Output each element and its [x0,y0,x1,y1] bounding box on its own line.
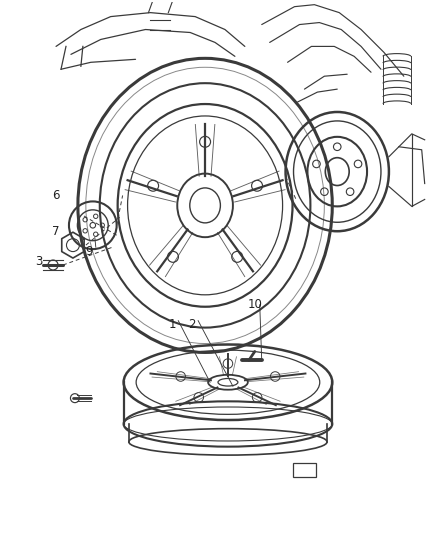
Text: 3: 3 [35,255,43,268]
Bar [293,463,316,477]
Text: 9: 9 [85,245,92,257]
Text: 10: 10 [247,298,262,311]
Text: 1: 1 [169,318,176,331]
Text: 6: 6 [52,189,60,202]
Text: 2: 2 [188,318,196,331]
Text: 7: 7 [52,225,60,238]
